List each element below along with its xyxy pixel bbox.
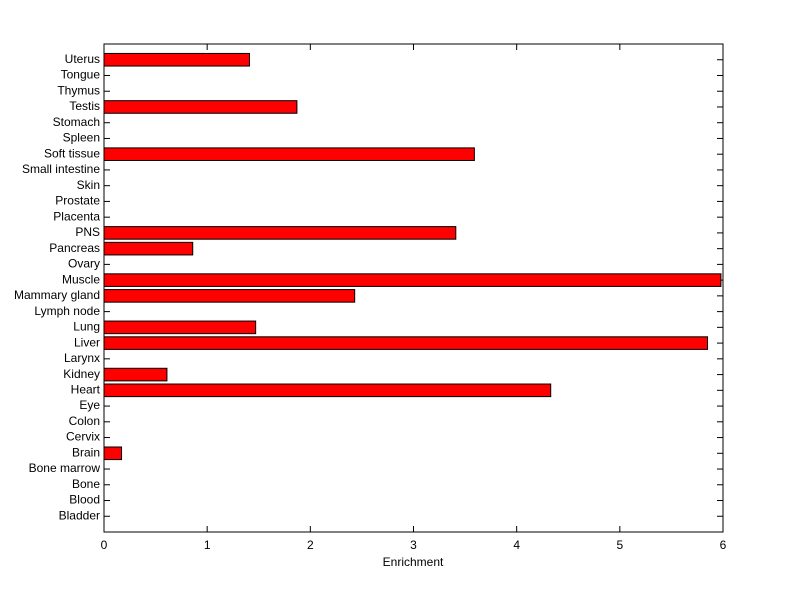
y-tick-label: Muscle [62, 272, 100, 286]
y-tick-label: Prostate [55, 194, 100, 208]
x-tick-label: 0 [101, 538, 108, 552]
y-tick-label: Bone marrow [29, 461, 101, 475]
bar [103, 147, 475, 161]
bar [103, 241, 194, 256]
y-tick-label: Stomach [53, 115, 100, 129]
x-tick-label: 3 [410, 538, 417, 552]
x-tick-label: 1 [204, 538, 211, 552]
y-tick-label: Small intestine [22, 162, 100, 176]
y-tick-label: Larynx [64, 351, 100, 365]
bar [103, 273, 722, 287]
x-tick-label: 6 [720, 538, 727, 552]
bar [103, 336, 709, 350]
bar [103, 367, 168, 382]
bar [103, 289, 356, 303]
y-tick-label: Brain [72, 445, 100, 459]
y-tick-label: Placenta [53, 209, 100, 223]
y-tick-label: Blood [69, 493, 100, 507]
x-tick-label: 5 [616, 538, 623, 552]
y-tick-label: Heart [71, 382, 101, 396]
x-tick-label: 4 [513, 538, 520, 552]
y-tick-label: Eye [79, 398, 100, 412]
bar [103, 320, 257, 335]
y-tick-label: Cervix [66, 430, 100, 444]
y-tick-label: Uterus [65, 52, 100, 66]
y-tick-label: Soft tissue [44, 146, 100, 160]
y-tick-label: Skin [77, 178, 100, 192]
y-tick-label: Mammary gland [14, 288, 100, 302]
y-tick-label: Lymph node [34, 304, 100, 318]
bar [103, 100, 298, 114]
bar [103, 226, 457, 240]
y-tick-label: Tongue [61, 68, 101, 82]
y-tick-label: Pancreas [49, 241, 100, 255]
bar [103, 383, 552, 398]
y-tick-label: Spleen [63, 131, 100, 145]
y-tick-label: Ovary [68, 257, 100, 271]
y-tick-label: Thymus [57, 83, 100, 97]
y-tick-label: Bladder [59, 508, 100, 522]
bar [103, 446, 123, 461]
plot-area [103, 43, 724, 533]
y-tick-label: PNS [75, 225, 100, 239]
y-tick-label: Lung [73, 320, 100, 334]
y-tick-label: Testis [69, 99, 100, 113]
x-axis-label: Enrichment [383, 555, 444, 569]
x-tick-label: 2 [307, 538, 314, 552]
y-tick-label: Colon [69, 414, 100, 428]
bar [103, 52, 250, 67]
y-tick-label: Liver [74, 335, 100, 349]
y-tick-label: Bone [72, 477, 100, 491]
y-tick-label: Kidney [63, 367, 100, 381]
